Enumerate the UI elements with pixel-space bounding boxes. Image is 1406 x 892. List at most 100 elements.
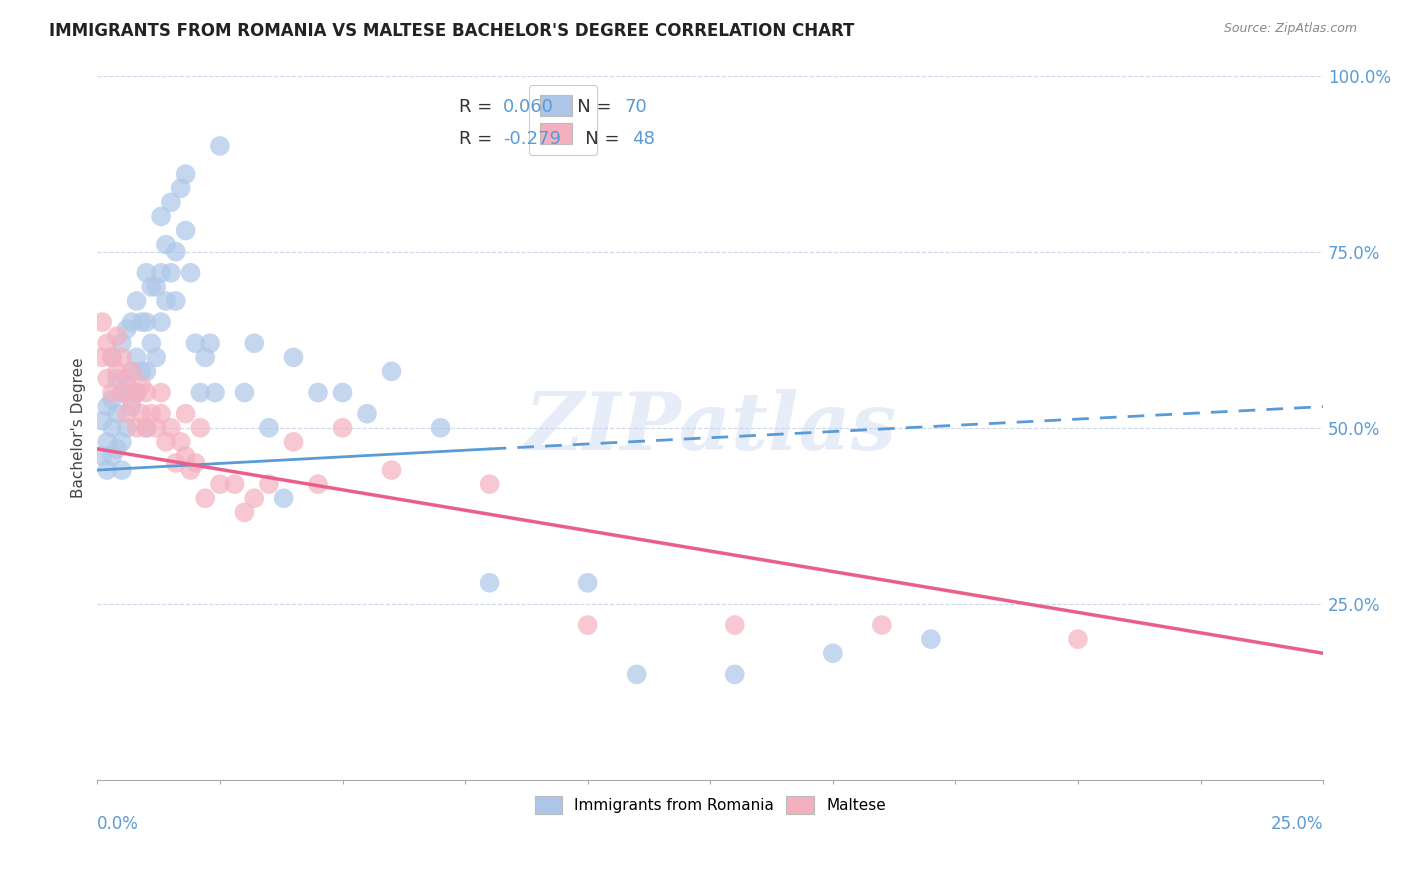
Point (91, 315, 114, 329)
Point (257, 421, 280, 435)
Y-axis label: Bachelor's Degree: Bachelor's Degree (72, 358, 86, 498)
Point (208, 477, 231, 491)
Point (121, 364, 143, 378)
Point (724, 618, 747, 632)
Point (179, 463, 201, 477)
Text: N =: N = (560, 98, 617, 116)
Point (174, 449, 197, 463)
Point (96, 371, 118, 385)
Point (283, 434, 305, 449)
Point (1067, 632, 1090, 647)
Point (257, 477, 280, 491)
Point (155, 237, 177, 252)
Text: 25.0%: 25.0% (1271, 815, 1323, 833)
Point (188, 421, 211, 435)
Point (96, 400, 118, 414)
Point (115, 407, 138, 421)
Point (165, 244, 187, 259)
Point (150, 266, 173, 280)
Text: ZIPatlas: ZIPatlas (524, 389, 896, 467)
Point (165, 456, 187, 470)
Text: 0.0%: 0.0% (97, 815, 139, 833)
Point (135, 385, 157, 400)
Point (194, 491, 217, 506)
Point (105, 442, 128, 456)
Point (105, 329, 128, 343)
Point (111, 336, 134, 351)
Text: R =: R = (458, 98, 498, 116)
Point (194, 351, 217, 365)
Text: R =: R = (458, 130, 498, 148)
Point (101, 392, 124, 407)
Point (125, 293, 148, 308)
Point (273, 491, 295, 506)
Text: -0.279: -0.279 (503, 130, 561, 148)
Point (125, 421, 148, 435)
Point (105, 371, 128, 385)
Point (131, 364, 153, 378)
Point (380, 364, 402, 378)
Point (283, 351, 305, 365)
Point (145, 421, 167, 435)
Point (125, 385, 148, 400)
Point (96, 336, 118, 351)
Point (184, 336, 207, 351)
Point (150, 407, 173, 421)
Point (626, 667, 648, 681)
Point (131, 378, 153, 392)
Point (429, 421, 451, 435)
Point (111, 385, 134, 400)
Point (91, 414, 114, 428)
Point (111, 385, 134, 400)
Point (96, 434, 118, 449)
Point (179, 266, 201, 280)
Point (145, 351, 167, 365)
Point (821, 646, 844, 660)
Point (170, 181, 193, 195)
Point (155, 293, 177, 308)
Point (307, 385, 329, 400)
Point (576, 575, 599, 590)
Point (96, 463, 118, 477)
Point (105, 407, 128, 421)
Text: 48: 48 (633, 130, 655, 148)
Text: N =: N = (568, 130, 626, 148)
Point (224, 477, 246, 491)
Text: 0.060: 0.060 (503, 98, 554, 116)
Point (141, 407, 163, 421)
Point (243, 491, 266, 506)
Point (101, 449, 124, 463)
Point (115, 421, 138, 435)
Point (91, 351, 114, 365)
Point (141, 336, 163, 351)
Point (576, 618, 599, 632)
Point (121, 400, 143, 414)
Point (307, 477, 329, 491)
Point (145, 280, 167, 294)
Point (174, 407, 197, 421)
Point (870, 618, 893, 632)
Point (125, 351, 148, 365)
Point (155, 434, 177, 449)
Point (174, 223, 197, 237)
Point (131, 315, 153, 329)
Point (332, 385, 354, 400)
Point (243, 336, 266, 351)
Point (208, 139, 231, 153)
Point (233, 385, 256, 400)
Point (105, 364, 128, 378)
Point (160, 421, 183, 435)
Point (150, 385, 173, 400)
Text: IMMIGRANTS FROM ROMANIA VS MALTESE BACHELOR'S DEGREE CORRELATION CHART: IMMIGRANTS FROM ROMANIA VS MALTESE BACHE… (49, 22, 855, 40)
Point (724, 667, 747, 681)
Point (135, 315, 157, 329)
Point (478, 575, 501, 590)
Point (91, 449, 114, 463)
Point (198, 336, 221, 351)
Point (131, 407, 153, 421)
Point (188, 385, 211, 400)
Point (184, 456, 207, 470)
Point (101, 421, 124, 435)
Point (115, 378, 138, 392)
Point (150, 315, 173, 329)
